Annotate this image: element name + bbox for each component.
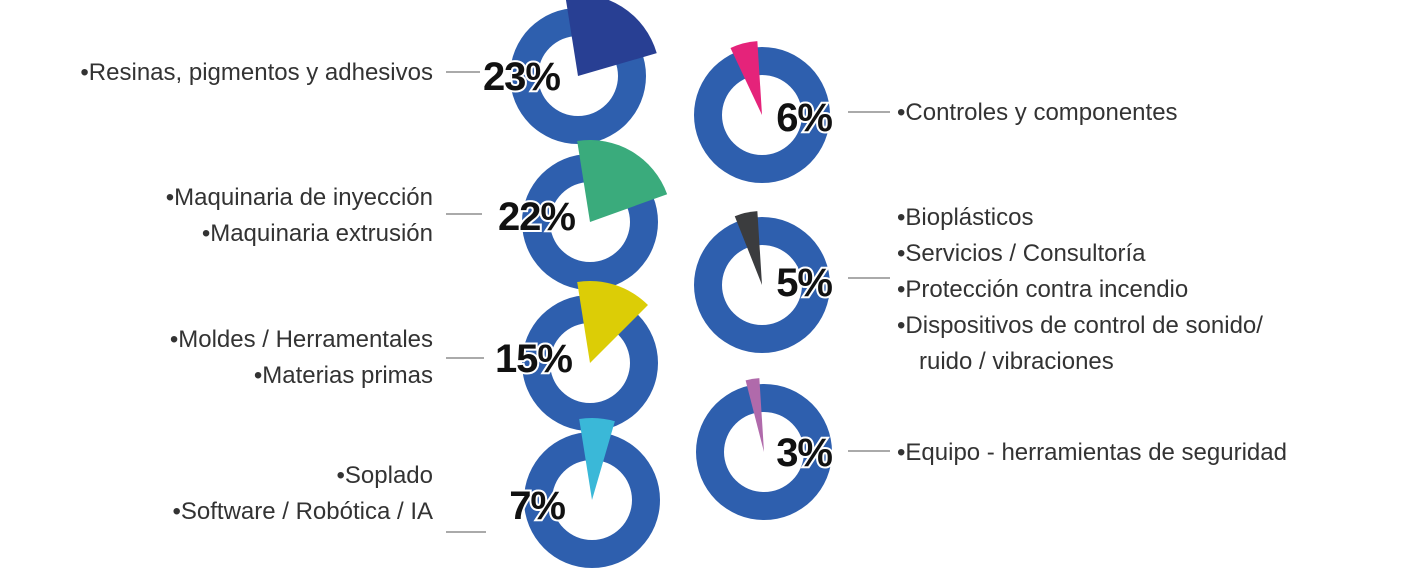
donut-ring bbox=[694, 217, 830, 353]
percent-label: 6% bbox=[776, 96, 832, 140]
category-label: •Controles y componentes bbox=[897, 99, 1178, 126]
donut-item: 5% •Bioplásticos •Servicios / Consultoría •… bbox=[694, 204, 1263, 375]
donut-ring bbox=[522, 295, 658, 431]
category-label: •Maquinaria extrusión bbox=[202, 220, 433, 247]
percent-label: 3% bbox=[776, 431, 832, 475]
category-label: •Software / Robótica / IA bbox=[172, 498, 433, 525]
category-label: •Materias primas bbox=[254, 362, 433, 389]
donut-ring bbox=[696, 384, 832, 520]
donut-item: 22% •Maquinaria de inyección •Maquinaria e… bbox=[166, 140, 668, 290]
percent-label: 23% bbox=[483, 55, 560, 99]
category-label: •Moldes / Herramentales bbox=[170, 326, 433, 353]
donut-slice bbox=[745, 378, 764, 452]
category-label: •Bioplásticos bbox=[897, 204, 1033, 231]
donut-slice bbox=[577, 140, 668, 222]
category-label: •Maquinaria de inyección bbox=[166, 184, 433, 211]
donut-item: 7% •Soplado •Software / Robótica / IA bbox=[172, 418, 661, 569]
category-label: ruido / vibraciones bbox=[919, 348, 1114, 375]
donut-item: 15% •Moldes / Herramentales •Materias prim… bbox=[170, 281, 658, 431]
donut-slice bbox=[730, 41, 762, 115]
donut-slice bbox=[734, 211, 762, 285]
percent-label: 7% bbox=[509, 484, 565, 528]
category-label: •Servicios / Consultoría bbox=[897, 240, 1146, 267]
donut-item: 23% •Resinas, pigmentos y adhesivos bbox=[80, 0, 657, 144]
category-label: •Resinas, pigmentos y adhesivos bbox=[80, 59, 433, 86]
donut-slice bbox=[565, 0, 657, 76]
donut-item: 6% •Controles y componentes bbox=[694, 41, 1178, 183]
donut-ring bbox=[694, 47, 830, 183]
donut-ring bbox=[524, 431, 661, 569]
percent-label: 15% bbox=[495, 337, 572, 381]
category-label: •Dispositivos de control de sonido/ bbox=[897, 312, 1263, 339]
category-label: •Soplado bbox=[337, 462, 433, 489]
percent-label: 5% bbox=[776, 261, 832, 305]
category-label: •Equipo - herramientas de seguridad bbox=[897, 439, 1287, 466]
category-label: •Protección contra incendio bbox=[897, 276, 1188, 303]
donut-slice bbox=[577, 281, 648, 363]
percent-label: 22% bbox=[498, 195, 575, 239]
donut-slice bbox=[579, 418, 615, 500]
donut-item: 3% •Equipo - herramientas de seguridad bbox=[696, 378, 1287, 520]
